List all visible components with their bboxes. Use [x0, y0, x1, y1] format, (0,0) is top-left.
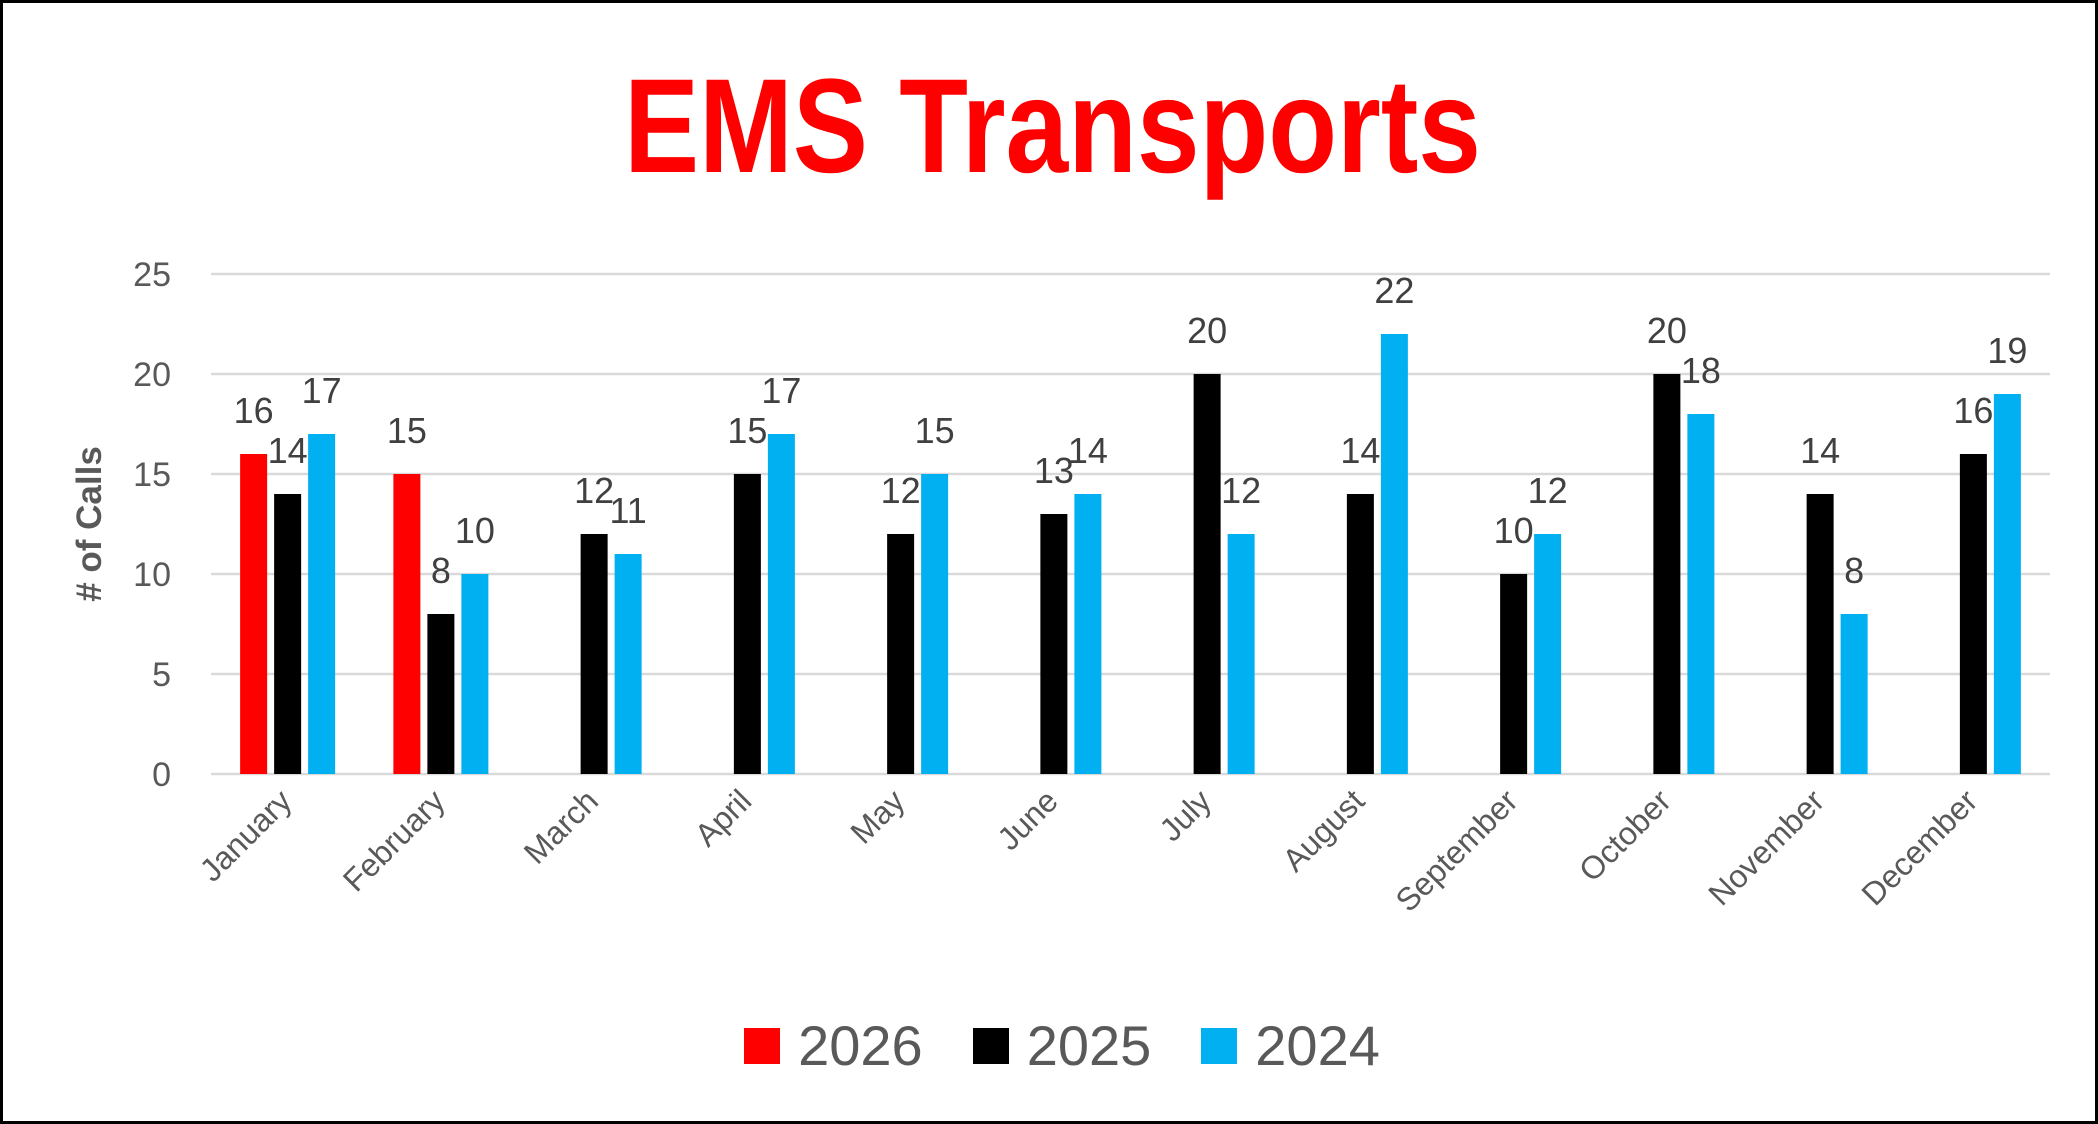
data-label: 13: [1034, 450, 1074, 491]
bar-2024-september: [1534, 534, 1562, 774]
x-axis-ticks: January February March April May June July Augu…: [193, 782, 1985, 918]
bar-2025-july: [1193, 374, 1221, 774]
data-label: 17: [761, 370, 801, 411]
data-label: 17: [302, 370, 342, 411]
y-tick-label: 10: [133, 556, 171, 594]
bar-2024-december: [1993, 394, 2021, 774]
gridlines: [211, 272, 2050, 776]
bar-2024-march: [614, 554, 642, 774]
y-tick-label: 20: [133, 356, 171, 394]
x-tick-label: December: [1854, 782, 1984, 912]
bar-2024-august: [1380, 334, 1408, 774]
bar-2025-december: [1959, 454, 1987, 774]
bar-2024-february: [461, 574, 489, 774]
bar-2024-april: [767, 434, 795, 774]
bar-2025-february: [427, 614, 455, 774]
x-tick-label: March: [517, 782, 605, 870]
x-tick-label: February: [336, 782, 452, 898]
bar-2025-november: [1806, 494, 1834, 774]
bar-2024-june: [1074, 494, 1102, 774]
data-label: 14: [1068, 430, 1108, 471]
data-label: 12: [1528, 470, 1568, 511]
data-label: 19: [1987, 330, 2027, 371]
bar-2024-july: [1227, 534, 1255, 774]
legend-item-2026: 2026: [744, 1015, 923, 1077]
data-label: 10: [455, 510, 495, 551]
legend-swatch: [1201, 1028, 1238, 1064]
data-label: 15: [915, 410, 955, 451]
bar-2025-august: [1346, 494, 1374, 774]
x-tick-label: November: [1701, 782, 1831, 912]
x-tick-label: May: [843, 782, 911, 850]
x-tick-label: June: [990, 782, 1065, 857]
data-label: 20: [1647, 310, 1687, 351]
legend-label: 2024: [1255, 1014, 1380, 1077]
x-tick-label: July: [1152, 782, 1218, 848]
bar-2025-january: [274, 494, 302, 774]
legend-label: 2026: [798, 1014, 923, 1077]
bar-2025-june: [1040, 514, 1068, 774]
x-tick-label: September: [1388, 782, 1524, 918]
x-tick-label: October: [1572, 782, 1678, 888]
data-label: 22: [1374, 270, 1414, 311]
bar-2025-april: [733, 474, 761, 774]
legend-item-2024: 2024: [1201, 1015, 1380, 1077]
bar-2024-october: [1687, 414, 1715, 774]
data-label: 15: [727, 410, 767, 451]
bar-2024-may: [921, 474, 949, 774]
data-label: 14: [268, 430, 308, 471]
data-label: 8: [1844, 550, 1864, 591]
x-tick-label: August: [1275, 782, 1371, 878]
bar-2024-january: [308, 434, 336, 774]
data-label: 12: [881, 470, 921, 511]
bars: [240, 334, 2021, 774]
data-label: 18: [1681, 350, 1721, 391]
data-label: 15: [387, 410, 427, 451]
y-tick-label: 0: [152, 756, 171, 794]
bar-2025-september: [1500, 574, 1528, 774]
y-axis-ticks: 0 5 10 15 20 25: [133, 256, 171, 794]
y-tick-label: 5: [152, 656, 171, 694]
bar-2025-may: [887, 534, 915, 774]
x-tick-label: April: [688, 782, 759, 853]
data-label: 12: [574, 470, 614, 511]
legend-item-2025: 2025: [972, 1014, 1152, 1077]
y-tick-label: 15: [133, 456, 171, 494]
x-tick-label: January: [193, 782, 299, 888]
bar-2025-october: [1653, 374, 1681, 774]
chart-title: EMS Transports: [624, 52, 1481, 201]
bar-2024-november: [1840, 614, 1868, 774]
data-label: 16: [1953, 390, 1993, 431]
legend-swatch: [744, 1028, 781, 1064]
data-label: 12: [1221, 470, 1261, 511]
bar-2026-february: [393, 474, 421, 774]
data-label: 20: [1187, 310, 1227, 351]
data-label: 14: [1340, 430, 1380, 471]
data-label: 11: [609, 490, 646, 531]
bar-2025-march: [580, 534, 608, 774]
legend: 2026 2025 2024: [3, 1014, 2095, 1077]
data-label: 14: [1800, 430, 1840, 471]
y-tick-label: 25: [133, 256, 171, 294]
legend-label: 2025: [1026, 1014, 1152, 1077]
bar-2026-january: [240, 454, 268, 774]
data-label: 10: [1494, 510, 1534, 551]
legend-swatch: [972, 1028, 1009, 1064]
data-label: 8: [431, 550, 451, 591]
data-label: 16: [234, 390, 274, 431]
